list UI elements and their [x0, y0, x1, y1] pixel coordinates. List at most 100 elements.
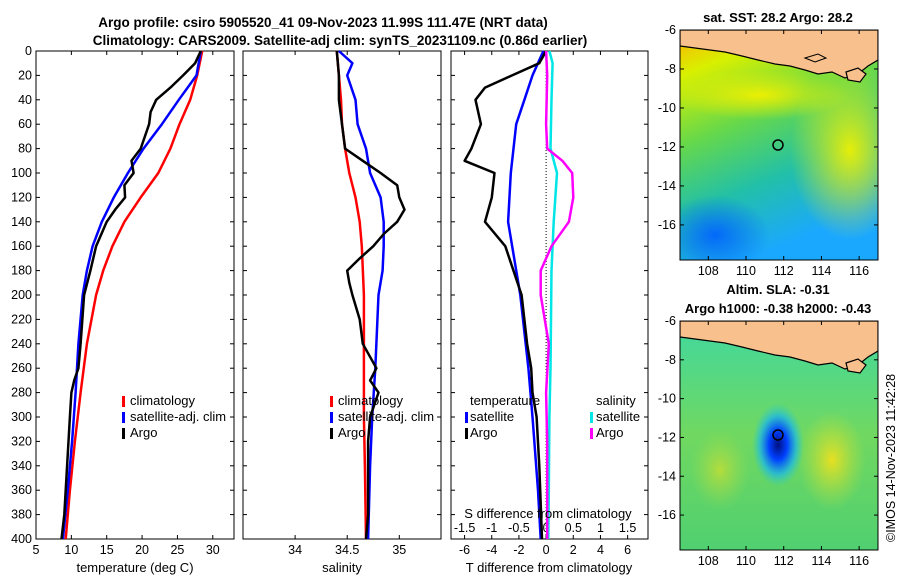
y-tick-label: 360 — [11, 483, 32, 497]
map-y-tick-label: -12 — [658, 430, 676, 444]
difference-legend-temperature: temperature satellite Argo — [465, 393, 540, 440]
legend-label-t-argo: Argo — [470, 425, 497, 440]
legend-swatch-argo — [330, 428, 333, 439]
legend-swatch-s-argo — [590, 428, 593, 439]
legend-label-argo: Argo — [130, 425, 157, 440]
map-y-tick-label: -16 — [658, 218, 676, 232]
legend-label-argo: Argo — [338, 425, 365, 440]
temperature-axes — [35, 50, 235, 540]
y-tick-label: 340 — [11, 459, 32, 473]
sla-eddy — [752, 403, 804, 487]
x-tick-label: 15 — [100, 543, 114, 557]
series-line-argo — [335, 50, 406, 540]
y-tick-label: 60 — [18, 117, 32, 131]
legend-label-s-satellite: satellite — [596, 409, 640, 424]
sla-map-title-line2: Argo h1000: -0.38 h2000: -0.43 — [685, 301, 871, 316]
temperature-xlabel: temperature (deg C) — [76, 560, 193, 575]
map-x-tick-label: 110 — [736, 554, 756, 568]
difference-top-xlabel: S difference from climatology — [464, 506, 632, 521]
sst-warm-patch-top — [680, 70, 850, 120]
figure-title-line1: Argo profile: csiro 5905520_41 09-Nov-20… — [98, 15, 547, 30]
map-x-tick-label: 116 — [849, 264, 869, 278]
legend-swatch-climatology — [122, 396, 125, 407]
x-tick-label: 20 — [135, 543, 149, 557]
map-y-tick-label: -12 — [658, 140, 676, 154]
map-y-tick-label: -8 — [665, 62, 676, 76]
x-tick-label: 6 — [624, 543, 631, 557]
map-x-tick-label: 114 — [811, 264, 831, 278]
map-x-tick-label: 112 — [774, 264, 794, 278]
series-line-t-satellite — [506, 50, 545, 540]
temperature-legend: climatology satellite-adj. clim Argo — [122, 393, 226, 440]
map-y-tick-label: -14 — [658, 469, 676, 483]
legend-swatch-satellite — [122, 412, 125, 423]
map-y-tick-label: -10 — [658, 101, 676, 115]
y-tick-label: 180 — [11, 264, 32, 278]
legend-swatch-s-satellite — [590, 412, 593, 423]
salinity-plot: 34 34.5 35 — [243, 50, 441, 557]
x-tick-label: -4 — [486, 543, 497, 557]
x-tick-label: 35 — [392, 543, 406, 557]
figure-title-line2: Climatology: CARS2009. Satellite-adj cli… — [93, 33, 587, 48]
y-tick-label: 280 — [11, 386, 32, 400]
series-line-climatology — [64, 50, 204, 540]
sst-argo-marker — [772, 139, 784, 151]
sla-map — [680, 321, 878, 550]
temperature-plot: 5 10 15 20 25 3002040608010012014016018020022… — [11, 44, 234, 557]
sst-land-island — [803, 53, 828, 63]
map-x-tick-label: 112 — [774, 554, 794, 568]
legend-title-temperature: temperature — [470, 393, 540, 408]
legend-label-s-argo: Argo — [596, 425, 623, 440]
series-line-satellite — [338, 50, 385, 540]
s-tick-label: -1 — [486, 521, 497, 535]
legend-label-t-satellite: satellite — [470, 409, 514, 424]
legend-label-climatology: climatology — [130, 393, 196, 408]
series-line-s-argo — [539, 50, 575, 539]
sst-land-bali — [845, 67, 867, 83]
y-tick-label: 160 — [11, 239, 32, 253]
map-y-tick-label: -8 — [665, 353, 676, 367]
x-tick-label: 30 — [206, 543, 220, 557]
y-tick-label: 380 — [11, 508, 32, 522]
legend-swatch-climatology — [330, 396, 333, 407]
y-tick-label: 220 — [11, 312, 32, 326]
map-y-tick-label: -10 — [658, 392, 676, 406]
y-tick-label: 400 — [11, 532, 32, 546]
sst-map-frame — [679, 29, 879, 261]
map-x-tick-label: 114 — [811, 554, 831, 568]
y-tick-label: 260 — [11, 361, 32, 375]
y-tick-label: 240 — [11, 337, 32, 351]
series-line-satellite — [61, 50, 203, 540]
map-y-tick-label: -6 — [665, 314, 676, 328]
map-x-tick-label: 110 — [736, 264, 756, 278]
sla-map-title-line1: Altim. SLA: -0.31 — [726, 282, 829, 297]
legend-swatch-argo — [122, 428, 125, 439]
y-tick-label: 20 — [18, 68, 32, 82]
y-tick-label: 140 — [11, 215, 32, 229]
s-tick-label: -1.5 — [454, 521, 476, 535]
copyright-text: ©IMOS 14-Nov-2023 11:42:28 — [884, 374, 898, 542]
y-tick-label: 0 — [25, 44, 32, 58]
s-tick-label: -0.5 — [508, 521, 530, 535]
sla-yellow-patch-west — [690, 430, 750, 510]
map-x-tick-label: 116 — [849, 554, 869, 568]
legend-label-satellite: satellite-adj. clim — [130, 409, 226, 424]
x-tick-label: 25 — [170, 543, 184, 557]
x-tick-label: 34.5 — [335, 543, 359, 557]
sla-map-frame — [679, 320, 879, 551]
x-tick-label: 0 — [543, 543, 550, 557]
x-tick-label: 4 — [597, 543, 604, 557]
sla-map-ticks: 108 110 112 114 116 -6 -8 -10 -12 -14 -16 — [658, 314, 878, 568]
difference-xlabel: T difference from climatology — [466, 560, 633, 575]
y-tick-label: 80 — [18, 142, 32, 156]
x-tick-label: 2 — [570, 543, 577, 557]
legend-swatch-t-satellite — [465, 412, 468, 423]
sst-land-java — [680, 30, 878, 79]
sst-map-title: sat. SST: 28.2 Argo: 28.2 — [703, 10, 853, 25]
map-y-tick-label: -16 — [658, 508, 676, 522]
sla-yellow-patch-east — [798, 410, 866, 510]
y-tick-label: 200 — [11, 288, 32, 302]
sst-map-ticks: 108 110 112 114 116 -6 -8 -10 -12 -14 -16 — [658, 23, 878, 278]
sla-land-java — [680, 321, 878, 370]
